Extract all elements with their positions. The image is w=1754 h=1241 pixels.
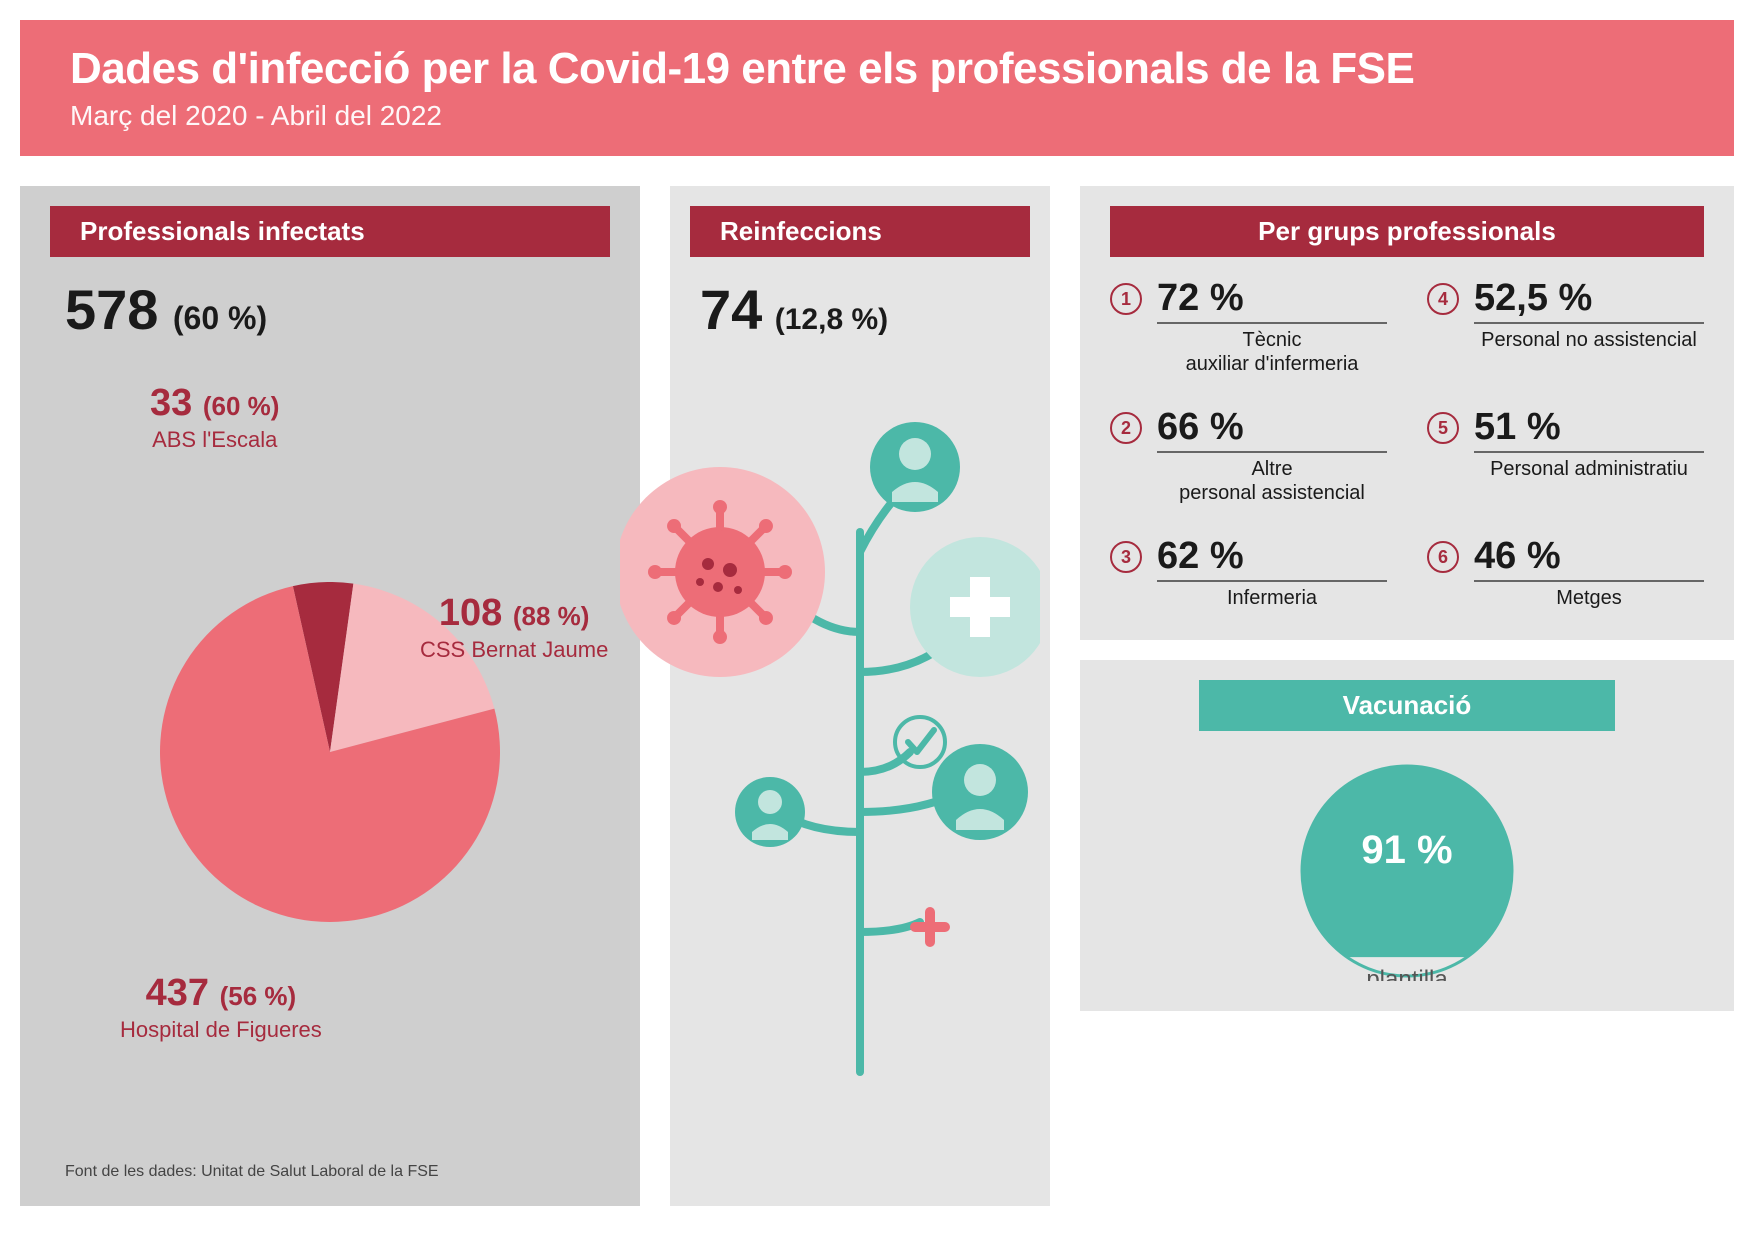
reinfections-value: 74 — [700, 278, 762, 341]
pie-label-escala: 33 (60 %)ABS l'Escala — [150, 382, 279, 453]
group-rank-badge: 6 — [1427, 541, 1459, 573]
pie-label-figueres: 437 (56 %)Hospital de Figueres — [120, 972, 322, 1043]
group-item-2: 2 66 % Altrepersonal assistencial — [1110, 406, 1387, 505]
group-item-5: 5 51 % Personal administratiu — [1427, 406, 1704, 505]
page-subtitle: Març del 2020 - Abril del 2022 — [70, 100, 1684, 132]
group-label: Metges — [1474, 586, 1704, 610]
group-rank-badge: 2 — [1110, 412, 1142, 444]
reinfections-panel: Reinfeccions 74 (12,8 %) — [670, 186, 1050, 1206]
group-pct: 62 % — [1157, 535, 1387, 582]
infected-section-title: Professionals infectats — [50, 206, 610, 257]
group-pct: 46 % — [1474, 535, 1704, 582]
group-rank-badge: 4 — [1427, 283, 1459, 315]
group-pct: 66 % — [1157, 406, 1387, 453]
groups-panel: Per grups professionals 1 72 % Tècnicaux… — [1080, 186, 1734, 640]
group-pct: 51 % — [1474, 406, 1704, 453]
infected-panel: Professionals infectats 578 (60 %) 33 (6… — [20, 186, 640, 1206]
data-source: Font de les dades: Unitat de Salut Labor… — [65, 1163, 439, 1181]
group-item-3: 3 62 % Infermeria — [1110, 535, 1387, 610]
group-rank-badge: 5 — [1427, 412, 1459, 444]
vaccination-pct: 91 % — [1361, 828, 1452, 872]
groups-section-title: Per grups professionals — [1110, 206, 1704, 257]
group-label: Infermeria — [1157, 586, 1387, 610]
vaccination-gauge: 91 % plantilla — [1297, 761, 1517, 981]
pie-label-bernat: 108 (88 %)CSS Bernat Jaume — [420, 592, 608, 663]
group-rank-badge: 3 — [1110, 541, 1142, 573]
page-title: Dades d'infecció per la Covid-19 entre e… — [70, 44, 1684, 94]
vaccination-sublabel: plantilla — [1366, 966, 1448, 981]
group-label: Altrepersonal assistencial — [1157, 457, 1387, 505]
group-pct: 72 % — [1157, 277, 1387, 324]
infected-total-pct: (60 %) — [173, 300, 267, 336]
vaccination-section-title: Vacunació — [1199, 680, 1615, 731]
reinfections-pct: (12,8 %) — [775, 303, 888, 336]
group-item-6: 6 46 % Metges — [1427, 535, 1704, 610]
group-label: Personal administratiu — [1474, 457, 1704, 481]
infected-total-value: 578 — [65, 278, 158, 341]
group-item-4: 4 52,5 % Personal no assistencial — [1427, 277, 1704, 376]
group-pct: 52,5 % — [1474, 277, 1704, 324]
group-rank-badge: 1 — [1110, 283, 1142, 315]
header-banner: Dades d'infecció per la Covid-19 entre e… — [20, 20, 1734, 156]
group-label: Tècnicauxiliar d'infermeria — [1157, 328, 1387, 376]
reinfections-section-title: Reinfeccions — [690, 206, 1030, 257]
group-label: Personal no assistencial — [1474, 328, 1704, 352]
tree-decoration-icon — [670, 372, 1050, 1052]
group-item-1: 1 72 % Tècnicauxiliar d'infermeria — [1110, 277, 1387, 376]
infected-pie-chart: 33 (60 %)ABS l'Escala 108 (88 %)CSS Berna… — [20, 362, 640, 1062]
vaccination-panel: Vacunació 91 % plantilla — [1080, 660, 1734, 1011]
